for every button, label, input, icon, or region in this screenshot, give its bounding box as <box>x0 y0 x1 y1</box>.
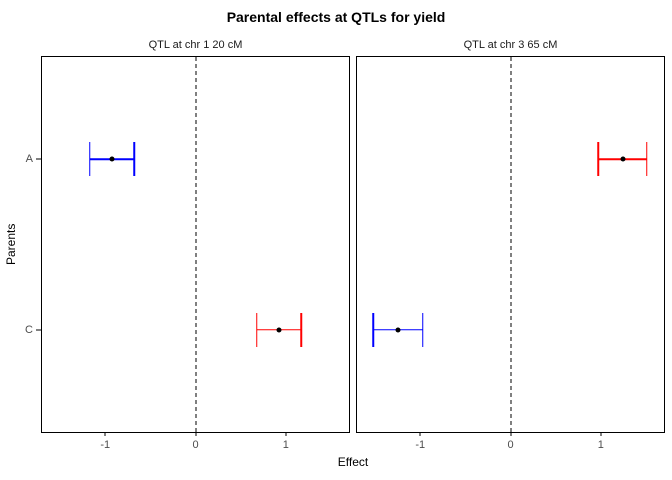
ci-cap-high <box>646 142 648 177</box>
x-tick-label: 0 <box>192 439 199 451</box>
zero-reference-line <box>510 57 511 432</box>
x-tick-label: 1 <box>282 439 289 451</box>
x-axis-title: Effect <box>337 455 369 469</box>
x-tick <box>195 432 196 436</box>
ci-cap-high <box>300 312 302 347</box>
facet-strip-qtl1: QTL at chr 1 20 cM <box>148 39 243 51</box>
ci-cap-low <box>256 312 258 347</box>
x-tick <box>510 432 511 436</box>
y-tick-label: C <box>25 323 33 336</box>
x-tick-label: -1 <box>100 439 111 451</box>
x-tick-label: -1 <box>415 439 426 451</box>
point-estimate <box>620 156 626 162</box>
point-estimate <box>109 156 115 162</box>
chart-title: Parental effects at QTLs for yield <box>226 9 446 25</box>
ci-cap-low <box>597 142 599 177</box>
x-tick-label: 1 <box>597 439 604 451</box>
x-tick-label: 0 <box>507 439 514 451</box>
point-estimate <box>276 327 282 333</box>
zero-reference-line <box>195 57 196 432</box>
facet-strip-qtl2: QTL at chr 3 65 cM <box>463 39 558 51</box>
y-tick <box>36 329 41 331</box>
ci-cap-high <box>422 312 424 347</box>
ci-cap-low <box>89 142 91 177</box>
y-axis-title: Parents <box>4 223 18 266</box>
facet-panel-qtl1: -1 0 1 A C <box>25 56 350 451</box>
x-tick <box>104 432 106 436</box>
x-tick <box>419 432 421 436</box>
y-tick <box>36 158 41 160</box>
ci-cap-low <box>372 312 374 347</box>
x-tick <box>600 432 602 436</box>
y-tick-label: A <box>25 153 33 166</box>
x-tick <box>285 432 287 436</box>
ci-cap-high <box>133 142 135 177</box>
point-estimate <box>395 327 401 333</box>
facet-panel-qtl2: -1 0 1 <box>356 56 665 451</box>
